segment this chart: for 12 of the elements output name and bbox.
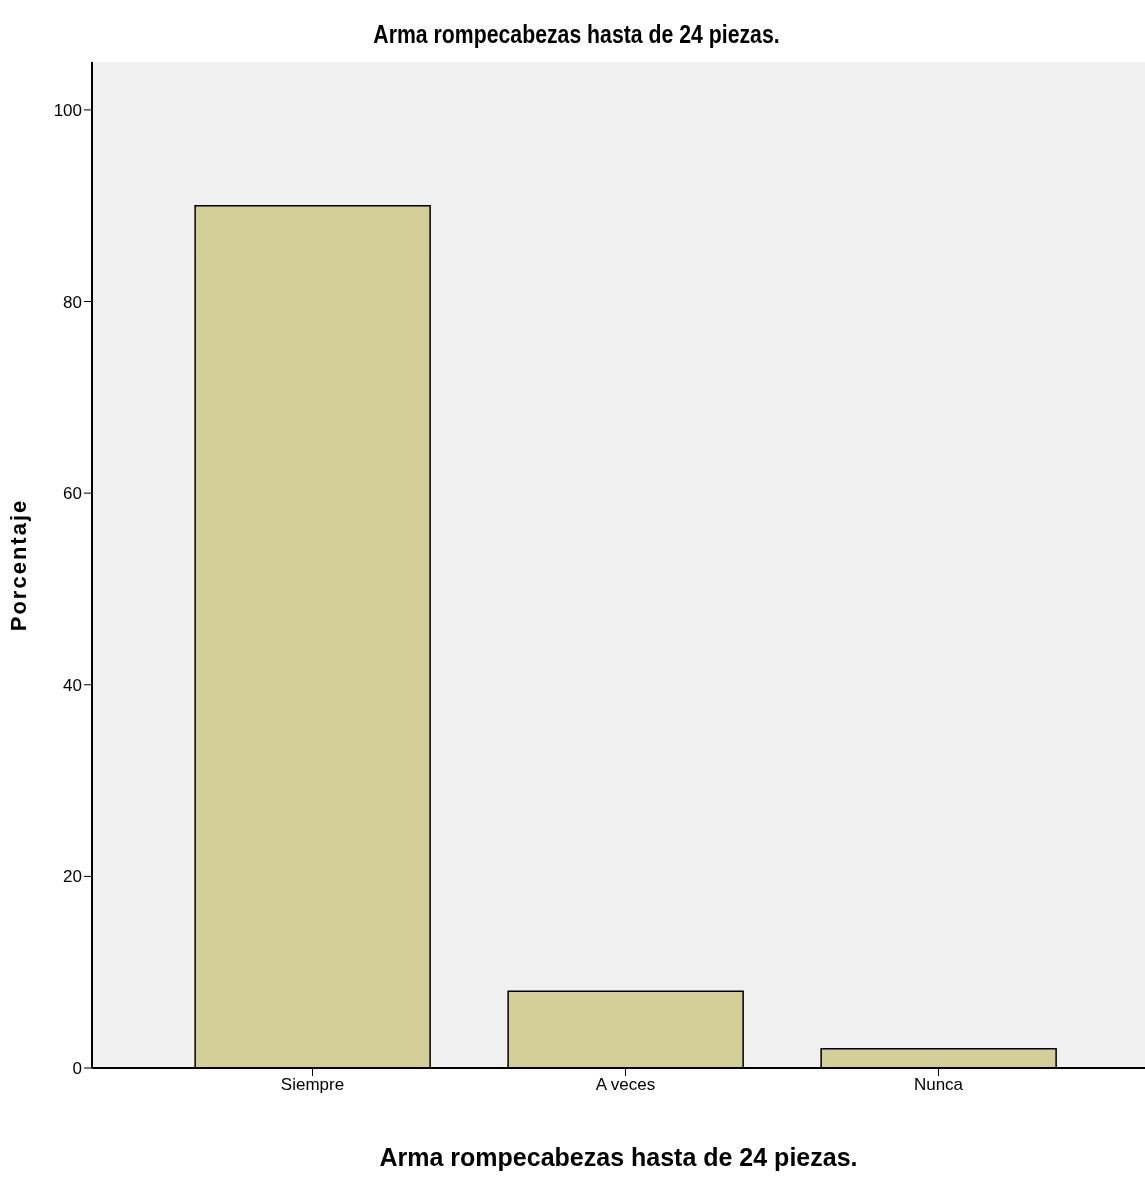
chart-title: Arma rompecabezas hasta de 24 piezas. <box>372 20 781 49</box>
x-tick-label: Nunca <box>913 1075 964 1095</box>
y-tick-label: 40 <box>63 675 82 695</box>
y-tick-label: 60 <box>63 484 82 504</box>
y-tick-label: 0 <box>72 1059 82 1079</box>
x-tick-label: A veces <box>595 1075 656 1095</box>
y-tick-label: 20 <box>63 867 82 887</box>
y-tick-label: 80 <box>63 292 82 312</box>
x-tick-label: Siempre <box>280 1075 345 1095</box>
x-axis-title: Arma rompecabezas hasta de 24 piezas. <box>379 1143 858 1171</box>
y-axis-title: Porcentaje <box>5 498 31 632</box>
y-tick-label: 100 <box>53 100 82 120</box>
